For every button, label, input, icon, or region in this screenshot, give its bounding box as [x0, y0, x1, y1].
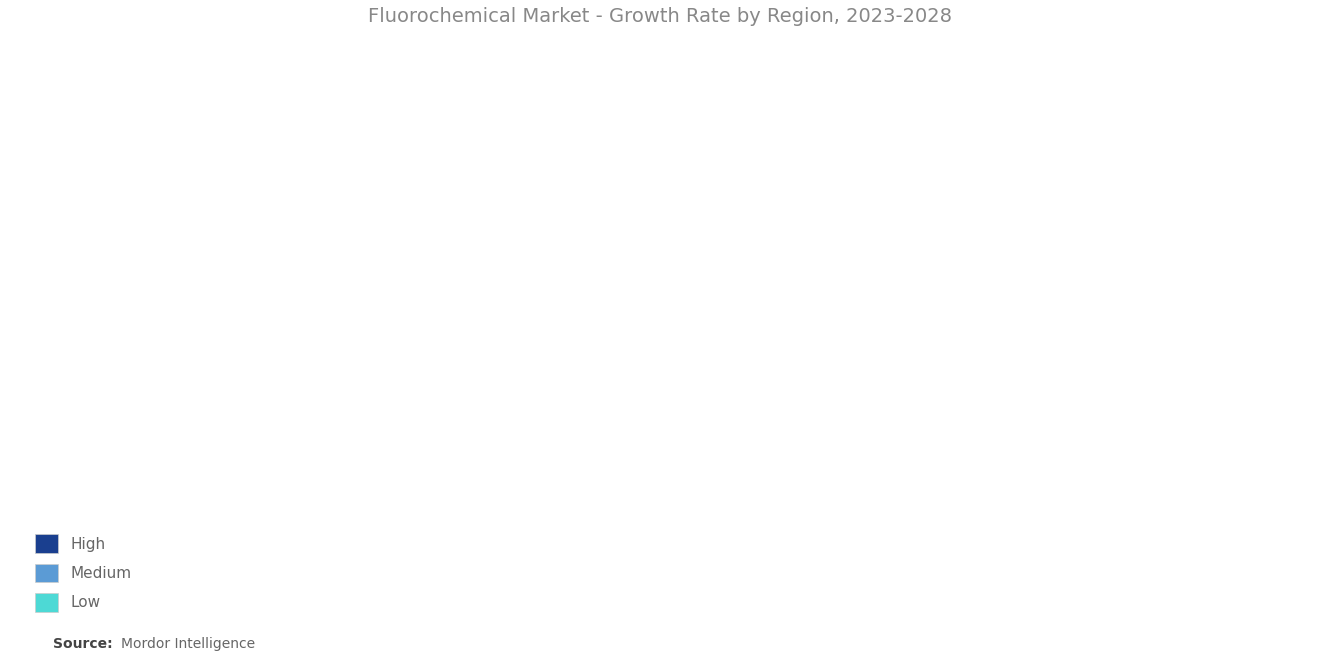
Text: Source:: Source: — [53, 637, 112, 652]
Legend: High, Medium, Low: High, Medium, Low — [28, 527, 139, 619]
Text: Mordor Intelligence: Mordor Intelligence — [121, 637, 256, 652]
Title: Fluorochemical Market - Growth Rate by Region, 2023-2028: Fluorochemical Market - Growth Rate by R… — [368, 7, 952, 26]
